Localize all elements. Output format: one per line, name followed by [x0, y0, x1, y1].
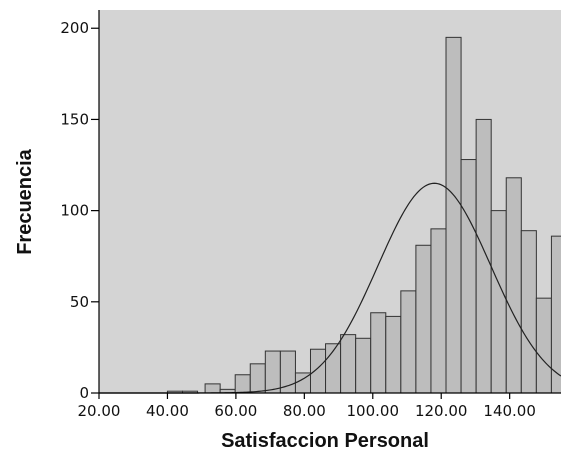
y-axis-ticks: 0 50 100 150 200 [60, 19, 99, 402]
histogram-bar-20 [475, 118, 492, 394]
histogram-bar-19 [460, 159, 477, 394]
x-axis-title: Satisfaccion Personal [221, 430, 429, 452]
x-tick-label-6: 140.00 [483, 402, 536, 420]
histogram-bar-5 [249, 363, 266, 394]
histogram-bar-24 [535, 297, 552, 394]
histogram-bar-13 [370, 312, 387, 394]
histogram-bar-4 [234, 374, 251, 394]
x-tick-label-0: 20.00 [78, 402, 121, 420]
x-tick-label-5: 120.00 [415, 402, 468, 420]
histogram-bar-2 [204, 383, 221, 394]
histogram-bar-12 [355, 337, 372, 394]
y-tick-label-3: 150 [60, 110, 89, 128]
histogram-bar-18 [445, 36, 462, 394]
histogram-bar-9 [309, 348, 327, 394]
histogram-bar-11 [340, 334, 357, 394]
histogram-bar-17 [430, 228, 447, 394]
y-tick-label-4: 200 [60, 19, 89, 37]
histogram-bar-14 [385, 315, 402, 394]
y-tick-label-0: 0 [79, 384, 89, 402]
x-tick-label-4: 100.00 [347, 402, 400, 420]
histogram-bar-21 [490, 210, 507, 394]
histogram-bars [166, 36, 561, 394]
y-tick-label-2: 100 [60, 202, 89, 220]
histogram-bar-6 [264, 350, 281, 394]
x-tick-label-2: 60.00 [214, 402, 257, 420]
histogram-bar-23 [520, 230, 537, 394]
x-axis-ticks: 20.00 40.00 60.00 80.00 100.00 120.00 140.00 [78, 393, 536, 420]
histogram-bar-15 [400, 290, 417, 394]
y-axis-title: Frecuencia [14, 148, 36, 254]
x-tick-label-1: 40.00 [146, 402, 189, 420]
histogram-bar-22 [505, 177, 522, 394]
y-tick-label-1: 50 [70, 293, 89, 311]
histogram-bar-16 [415, 244, 432, 394]
x-tick-label-3: 80.00 [283, 402, 326, 420]
